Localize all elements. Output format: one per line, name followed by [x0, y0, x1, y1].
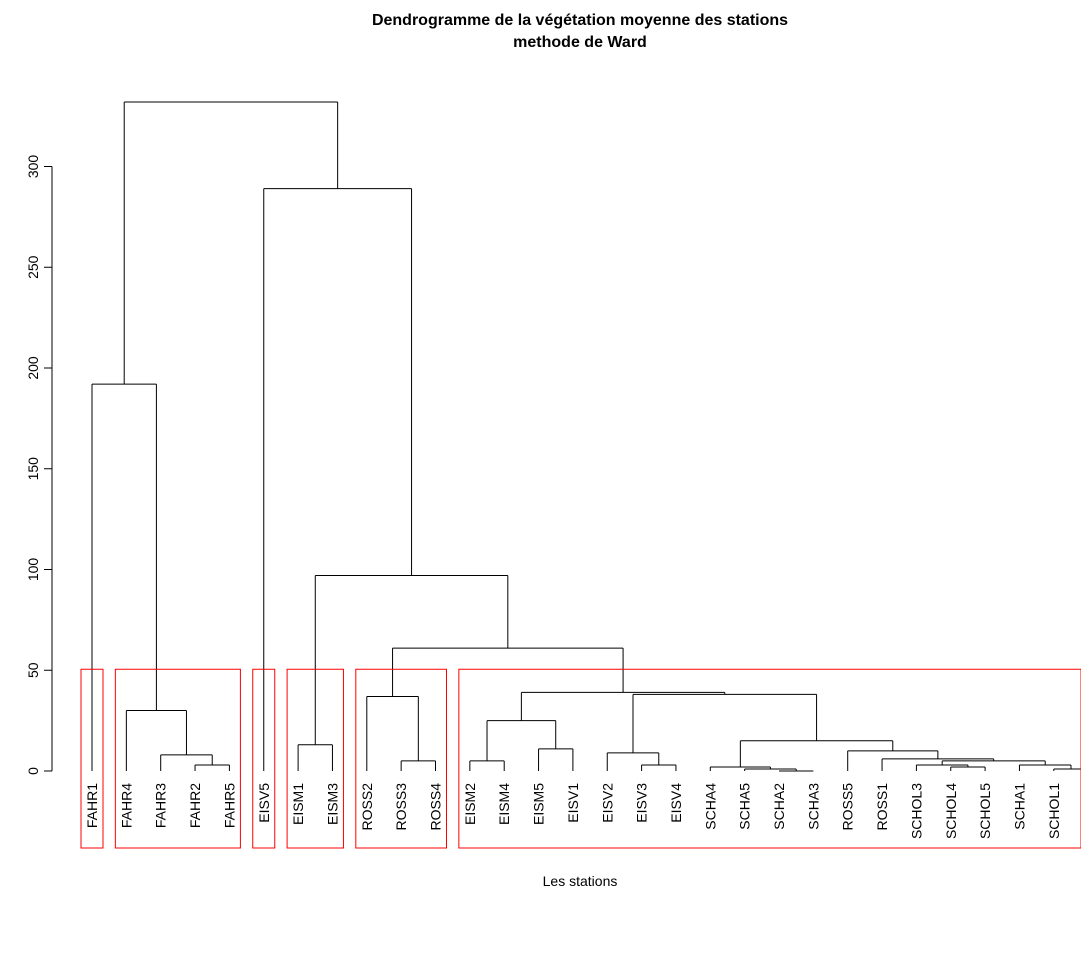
leaf-label: SCHOL3	[908, 783, 924, 839]
leaf-label: FAHR1	[84, 783, 100, 828]
cluster-box	[286, 668, 344, 849]
y-tick-label: 150	[25, 457, 41, 481]
cluster-boxes	[80, 668, 1081, 849]
leaf-labels: FAHR1 FAHR4 FAHR3 FAHR2 FAHR5 EISV5 EISM1 EISM3…	[84, 783, 1081, 839]
leaf-label: ROSS1	[874, 783, 890, 831]
cluster-box	[114, 668, 241, 849]
cluster-box	[458, 668, 1081, 849]
leaf-label: FAHR5	[221, 783, 237, 828]
leaf-label: SCHOL5	[977, 783, 993, 839]
leaf-label: SCHA5	[737, 783, 753, 830]
leaf-label: EISM2	[462, 783, 478, 825]
cluster-box	[252, 668, 276, 849]
leaf-label: SCHA4	[702, 783, 718, 830]
chart-subtitle: methode de Ward	[513, 34, 647, 51]
chart-title: Dendrogramme de la végétation moyenne de…	[372, 12, 788, 29]
leaf-label: ROSS5	[840, 783, 856, 831]
leaf-label: EISM3	[324, 783, 340, 825]
y-tick-label: 200	[25, 356, 41, 380]
x-axis-label: Les stations	[543, 873, 618, 889]
leaf-label: SCHOL4	[943, 783, 959, 839]
leaf-label: EISV5	[256, 783, 272, 823]
leaf-label: EISV3	[634, 783, 650, 823]
leaf-label: ROSS4	[428, 783, 444, 831]
leaf-label: ROSS3	[393, 783, 409, 831]
leaf-label: EISV1	[565, 783, 581, 823]
leaf-label: EISM5	[531, 783, 547, 825]
leaf-label: EISM1	[290, 783, 306, 825]
leaf-label: EISV2	[599, 783, 615, 823]
dendrogram-links	[91, 101, 1081, 772]
y-tick-label: 250	[25, 255, 41, 279]
cluster-box	[355, 668, 447, 849]
y-tick-label: 100	[25, 558, 41, 582]
leaf-label: ROSS2	[359, 783, 375, 831]
leaf-label: SCHA1	[1011, 783, 1027, 830]
leaf-label: FAHR3	[153, 783, 169, 828]
y-tick-label: 50	[25, 662, 41, 678]
y-tick-label: 300	[25, 155, 41, 179]
leaf-label: FAHR4	[118, 783, 134, 828]
leaf-label: SCHA2	[771, 783, 787, 830]
leaf-label: FAHR2	[187, 783, 203, 828]
cluster-box	[80, 668, 104, 849]
y-tick-label: 0	[25, 767, 41, 775]
leaf-label: EISV4	[668, 783, 684, 823]
leaf-label: EISM4	[496, 783, 512, 825]
leaf-label: SCHA3	[805, 783, 821, 830]
leaf-label: SCHOL1	[1046, 783, 1062, 839]
y-axis: 0 50 100 150 200 250 300	[25, 155, 53, 775]
